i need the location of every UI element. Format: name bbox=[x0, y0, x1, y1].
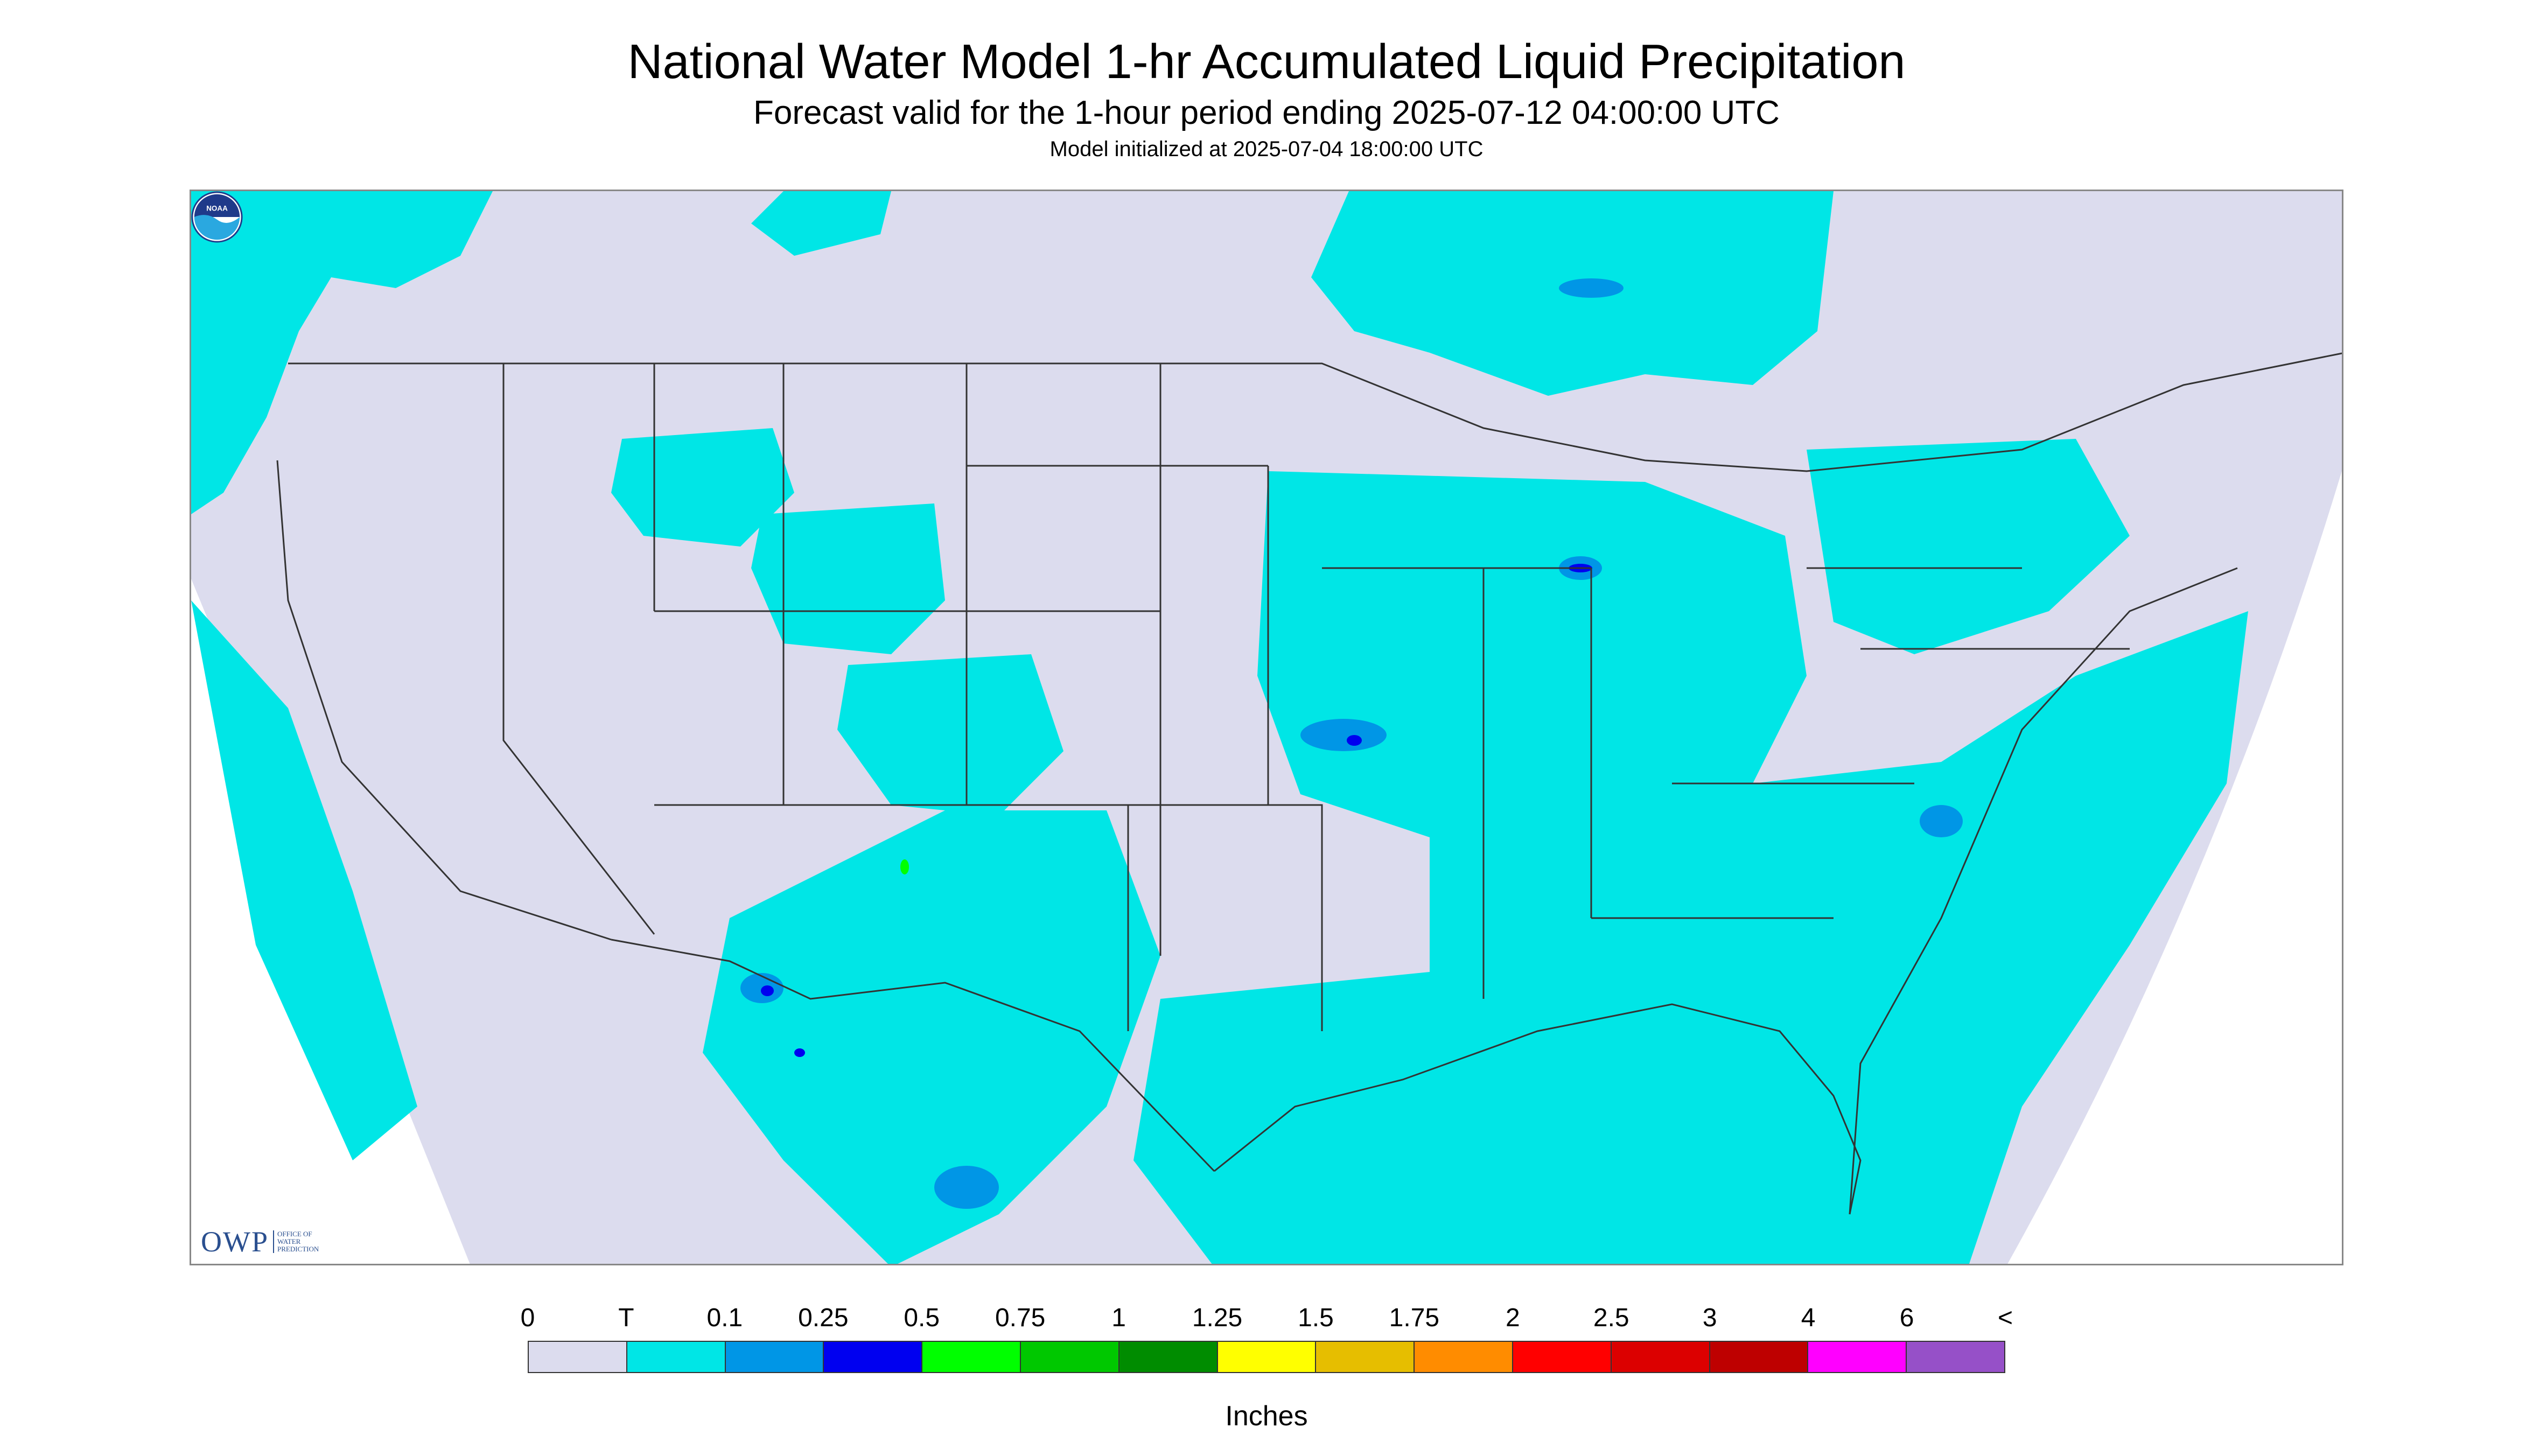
legend-unit-label: Inches bbox=[1225, 1401, 1308, 1432]
owp-logo: OWP OFFICE OF WATER PREDICTION bbox=[201, 1225, 320, 1258]
legend-label: 0.1 bbox=[706, 1304, 743, 1332]
legend-label: 0.5 bbox=[904, 1304, 940, 1332]
legend-swatch bbox=[1020, 1342, 1119, 1372]
light-spot-mexico bbox=[934, 1166, 999, 1209]
light-spot-missouri bbox=[1300, 719, 1387, 751]
legend-label: 1.75 bbox=[1389, 1304, 1440, 1332]
atlantic-coast bbox=[1849, 567, 2238, 1215]
legend-label: 0 bbox=[520, 1304, 535, 1332]
northeast-area bbox=[1807, 439, 2130, 654]
legend-swatch bbox=[1119, 1342, 1218, 1372]
noaa-logo-text: NOAA bbox=[206, 204, 228, 212]
pacific-nw-area bbox=[191, 191, 493, 514]
legend-swatch bbox=[725, 1342, 824, 1372]
precip-intense-spots bbox=[900, 859, 909, 874]
legend-swatch bbox=[1907, 1342, 2004, 1372]
legend-label: 2.5 bbox=[1593, 1304, 1629, 1332]
legend-label: 1.25 bbox=[1192, 1304, 1243, 1332]
legend-label: T bbox=[618, 1304, 634, 1332]
precip-heavy-spots bbox=[761, 564, 1592, 1057]
precip-legend: 0 T 0.1 0.25 0.5 0.75 1 1.25 1.5 1.75 2 2.5 3 4 6 < Inc… bbox=[521, 1303, 2013, 1432]
legend-swatch bbox=[627, 1342, 726, 1372]
colorado-area bbox=[837, 654, 1063, 816]
boundaries bbox=[276, 352, 2342, 1215]
mexico-border bbox=[611, 939, 1215, 1172]
legend-label: 1 bbox=[1111, 1304, 1126, 1332]
title-block: National Water Model 1-hr Accumulated Li… bbox=[0, 32, 2533, 164]
southeast-area bbox=[1430, 611, 2248, 1264]
texas-gulf-area bbox=[1133, 972, 1591, 1264]
legend-labels: 0 T 0.1 0.25 0.5 0.75 1 1.25 1.5 1.75 2 2.5 3 4 6 < bbox=[521, 1303, 2013, 1341]
intense-spot-new-mexico bbox=[900, 859, 909, 874]
west-states bbox=[502, 363, 968, 935]
northern-rockies-area bbox=[611, 428, 794, 547]
central-states bbox=[965, 363, 1323, 1031]
gulf-coast bbox=[1214, 1003, 1862, 1215]
legend-label: 0.25 bbox=[798, 1304, 849, 1332]
pacific-coast-area bbox=[191, 600, 417, 1160]
forecast-valid-subtitle: Forecast valid for the 1-hour period end… bbox=[753, 94, 1780, 131]
eastern-states bbox=[1267, 466, 2130, 999]
map-svg bbox=[191, 191, 2342, 1264]
legend-label: 2 bbox=[1505, 1304, 1520, 1332]
legend-swatch bbox=[824, 1342, 923, 1372]
legend-label: 1.5 bbox=[1298, 1304, 1334, 1332]
owp-logo-subtext: OFFICE OF WATER PREDICTION bbox=[273, 1230, 320, 1253]
model-init-text: Model initialized at 2025-07-04 18:00:00… bbox=[1049, 137, 1484, 161]
light-spot-nc bbox=[1920, 805, 1963, 837]
legend-swatch bbox=[1710, 1342, 1809, 1372]
light-spot-ontario bbox=[1559, 278, 1624, 298]
legend-swatch bbox=[529, 1342, 627, 1372]
legend-colorbar bbox=[528, 1341, 2005, 1373]
heavy-spot-missouri bbox=[1347, 735, 1362, 746]
legend-swatch bbox=[1415, 1342, 1513, 1372]
legend-swatch bbox=[1808, 1342, 1907, 1372]
noaa-logo-icon: NOAA bbox=[191, 191, 243, 243]
legend-swatch bbox=[1513, 1342, 1612, 1372]
legend-label: 6 bbox=[1899, 1304, 1914, 1332]
legend-swatch bbox=[1217, 1342, 1317, 1372]
right-out-of-domain bbox=[2007, 471, 2342, 1264]
page-title: National Water Model 1-hr Accumulated Li… bbox=[627, 35, 1906, 89]
heavy-spot-az bbox=[761, 985, 774, 996]
legend-label: < bbox=[1997, 1304, 2013, 1332]
southwest-area bbox=[703, 810, 1160, 1264]
heavy-spot-chihuahua bbox=[794, 1048, 805, 1057]
legend-swatch bbox=[922, 1342, 1021, 1372]
legend-label: 3 bbox=[1702, 1304, 1717, 1332]
precipitation-map: OWP OFFICE OF WATER PREDICTION NOAA bbox=[190, 190, 2343, 1265]
wyoming-area bbox=[751, 503, 945, 654]
midwest-area bbox=[1257, 471, 1807, 837]
canada-north-area bbox=[751, 191, 891, 256]
owp-logo-text: OWP bbox=[201, 1226, 269, 1258]
precip-trace-areas bbox=[191, 191, 2248, 1264]
legend-label: 0.75 bbox=[995, 1304, 1046, 1332]
legend-label: 4 bbox=[1801, 1304, 1816, 1332]
legend-swatch bbox=[1316, 1342, 1415, 1372]
legend-swatch bbox=[1611, 1342, 1710, 1372]
pacific-coast bbox=[276, 460, 612, 941]
canada-border bbox=[288, 352, 2342, 472]
